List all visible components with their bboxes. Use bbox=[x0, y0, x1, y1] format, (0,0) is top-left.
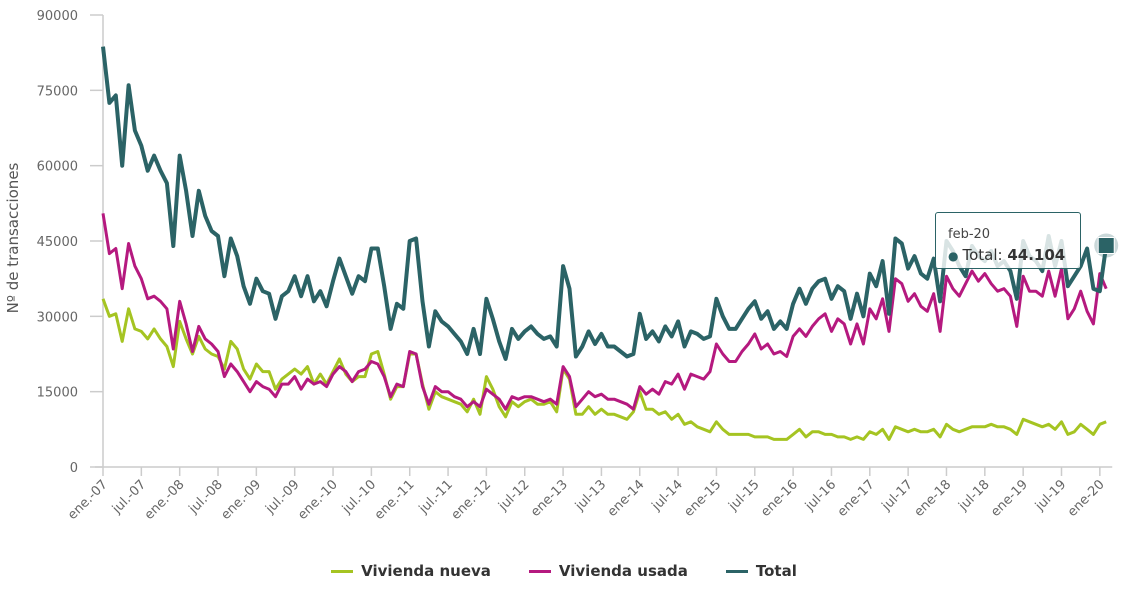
x-tick-label: jul-17 bbox=[879, 477, 916, 514]
legend-label: Vivienda usada bbox=[558, 562, 688, 580]
legend-swatch bbox=[331, 569, 354, 573]
tooltip-series-label: Total: bbox=[962, 246, 1003, 264]
y-tick-label: 90000 bbox=[37, 9, 78, 24]
x-tick-label: ene-14 bbox=[605, 477, 648, 520]
x-tick-label: jul-15 bbox=[725, 477, 762, 514]
series-vivienda-usada bbox=[101, 213, 1108, 411]
series-line bbox=[101, 46, 1109, 361]
x-tick-label: jul-16 bbox=[802, 477, 839, 514]
legend-swatch bbox=[725, 569, 748, 573]
legend-item-total[interactable]: Total bbox=[725, 562, 797, 580]
tooltip-date: feb-20 bbox=[948, 227, 991, 242]
x-tick-label: ene.-10 bbox=[295, 477, 341, 523]
legend-label: Total bbox=[755, 562, 797, 580]
y-tick-label: 75000 bbox=[37, 84, 78, 99]
x-tick-label: ene-13 bbox=[528, 477, 571, 520]
legend-item-vivienda-usada[interactable]: Vivienda usada bbox=[528, 562, 688, 580]
x-tick-label: jul-19 bbox=[1032, 477, 1069, 514]
legend-item-vivienda-nueva[interactable]: Vivienda nueva bbox=[331, 562, 491, 580]
x-tick-label: ene.-11 bbox=[372, 477, 418, 523]
y-axis: 0 15000 30000 45000 60000 75000 90000 bbox=[37, 9, 104, 476]
hover-marker-group bbox=[1094, 233, 1119, 258]
x-tick-label: ene.-08 bbox=[142, 477, 188, 523]
y-tick-label: 30000 bbox=[37, 310, 78, 325]
series-total bbox=[101, 46, 1109, 361]
x-tick-label: ene.-12 bbox=[449, 477, 495, 523]
tooltip: feb-20 ● Total: 44.104 bbox=[935, 212, 1081, 269]
tooltip-value: 44.104 bbox=[1007, 246, 1066, 264]
y-tick-label: 0 bbox=[70, 461, 78, 476]
y-tick-label: 45000 bbox=[37, 235, 78, 250]
x-tick-label: ene.-07 bbox=[65, 477, 111, 523]
x-tick-label: ene-15 bbox=[682, 477, 725, 520]
x-tick-label: jul-12 bbox=[495, 477, 532, 514]
legend: Vivienda nueva Vivienda usada Total bbox=[0, 562, 1128, 580]
x-axis: ene.-07jul.-07ene.-08jul.-08ene.-09jul.-… bbox=[65, 466, 1113, 523]
series-line bbox=[101, 298, 1107, 441]
hover-marker bbox=[1097, 236, 1115, 254]
y-axis-title: Nº de transacciones bbox=[4, 162, 22, 313]
x-tick-label: jul-14 bbox=[649, 477, 686, 514]
x-tick-label: ene-17 bbox=[835, 477, 878, 520]
x-tick-label: ene.-09 bbox=[219, 477, 265, 523]
x-tick-label: jul-13 bbox=[572, 477, 609, 514]
legend-swatch bbox=[528, 569, 551, 573]
tooltip-series-dot-icon: ● bbox=[948, 249, 959, 263]
x-tick-label: ene-16 bbox=[758, 477, 801, 520]
series-line bbox=[101, 213, 1108, 411]
series-group bbox=[101, 46, 1109, 441]
x-tick-label: ene-19 bbox=[988, 477, 1031, 520]
legend-label: Vivienda nueva bbox=[361, 562, 491, 580]
x-tick-label: ene-20 bbox=[1065, 477, 1108, 520]
y-tick-label: 60000 bbox=[37, 160, 78, 175]
series-vivienda-nueva bbox=[101, 298, 1107, 441]
x-tick-label: jul-18 bbox=[955, 477, 992, 514]
x-tick-label: ene-18 bbox=[912, 477, 955, 520]
y-tick-label: 15000 bbox=[37, 386, 78, 401]
